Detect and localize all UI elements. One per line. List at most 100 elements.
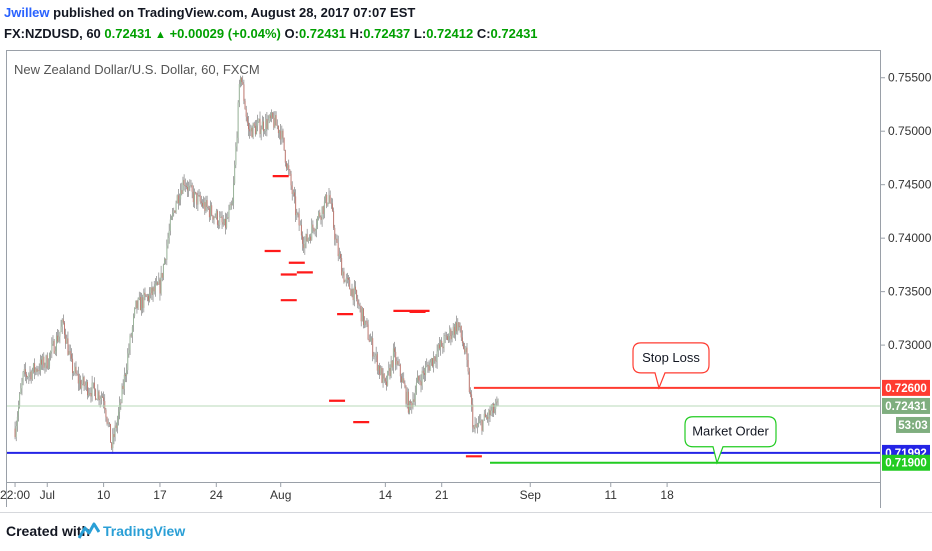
tradingview-brand-link[interactable]: TradingView [103,523,186,539]
candle-body [432,358,433,367]
candle-body [126,370,128,377]
candle-body [469,392,471,395]
candle-body [199,195,201,202]
author-link[interactable]: Jwillew [4,5,50,20]
candle-body [208,208,210,218]
candle-body [195,192,197,193]
candle-body [39,359,41,372]
candle-body [27,377,29,378]
low-value: 0.72412 [426,26,474,41]
candle-body [443,335,445,349]
candle-body [321,206,323,220]
candle-body [252,123,254,138]
candle-body [197,195,199,205]
candle-body [266,118,268,129]
candle-body [267,120,269,129]
candle-body [104,401,106,410]
candle-body [274,115,276,128]
candle-body [68,351,70,355]
candle-body [363,308,364,326]
time-tick-label: 18 [660,488,674,502]
candle-body [49,353,51,366]
candle-body [105,409,107,418]
price-tag-label: 0.72600 [885,383,927,395]
candle-body [402,378,404,383]
candle-body [175,203,177,213]
candle-body [87,382,88,396]
candle-body [466,347,468,360]
stop-loss-callout[interactable] [632,342,710,390]
candle-body [21,381,23,389]
candle-body [279,130,281,134]
candle-body [435,360,437,362]
time-axis-border [7,482,880,483]
candle-body [215,210,217,218]
candle-body [341,258,343,276]
candle-body [34,363,36,373]
close-label: C: [476,26,491,41]
candle-body [70,353,72,359]
candle-body [398,364,400,366]
candle-body [360,306,362,322]
candle-body [43,356,45,368]
candle-body [28,374,30,378]
candle-body [44,365,46,368]
candle-body [326,194,328,206]
candle-body [156,282,157,285]
close-value: 0.72431 [490,26,538,41]
candle-body [275,115,277,126]
symbol-label[interactable]: FX:NZDUSD, 60 [4,26,101,41]
candle-body [143,292,145,308]
price-tick-label: 0.73000 [888,338,932,352]
candle-body [141,297,143,311]
candle-body [392,348,394,368]
candle-body [173,210,175,213]
candle-body [350,289,352,296]
chart-frame[interactable] [6,50,881,507]
candle-body [492,403,494,413]
candle-body [312,224,314,229]
candle-body [409,401,410,413]
candle-body [453,326,455,335]
candle-body [145,294,147,297]
candle-body [323,201,325,214]
candle-body [488,410,490,419]
candle-body [114,425,116,438]
candle-body [101,396,103,398]
candle-body [427,364,429,366]
candle-body [354,286,356,291]
candle-body [185,185,187,188]
candle-body [422,370,424,374]
market-order-callout[interactable] [684,416,777,465]
time-tick-label: Sep [520,488,542,502]
candle-body [180,190,182,200]
candle-body [487,416,489,419]
candle-body [75,366,77,374]
candle-body [36,368,38,372]
candle-body [440,340,442,349]
candle-body [368,339,370,342]
candle-body [136,300,138,309]
candle-body [415,382,417,393]
candle-body [191,185,193,192]
candle-body [53,340,55,354]
candle-body [83,376,85,387]
candle-body [110,423,111,443]
candle-body [204,202,206,211]
candle-body [494,408,496,413]
candle-body [121,385,123,403]
candle-body [411,403,413,408]
candle-body [221,216,223,223]
candle-body [157,282,159,285]
candle-body [106,417,108,424]
candle-body [22,371,24,382]
candle-body [200,201,202,203]
candle-body [128,349,130,354]
candle-body [77,374,79,384]
candle-body [467,359,469,372]
candle-body [188,185,190,191]
candle-body [329,195,331,203]
candle-body [334,227,336,240]
low-label: L: [413,26,427,41]
